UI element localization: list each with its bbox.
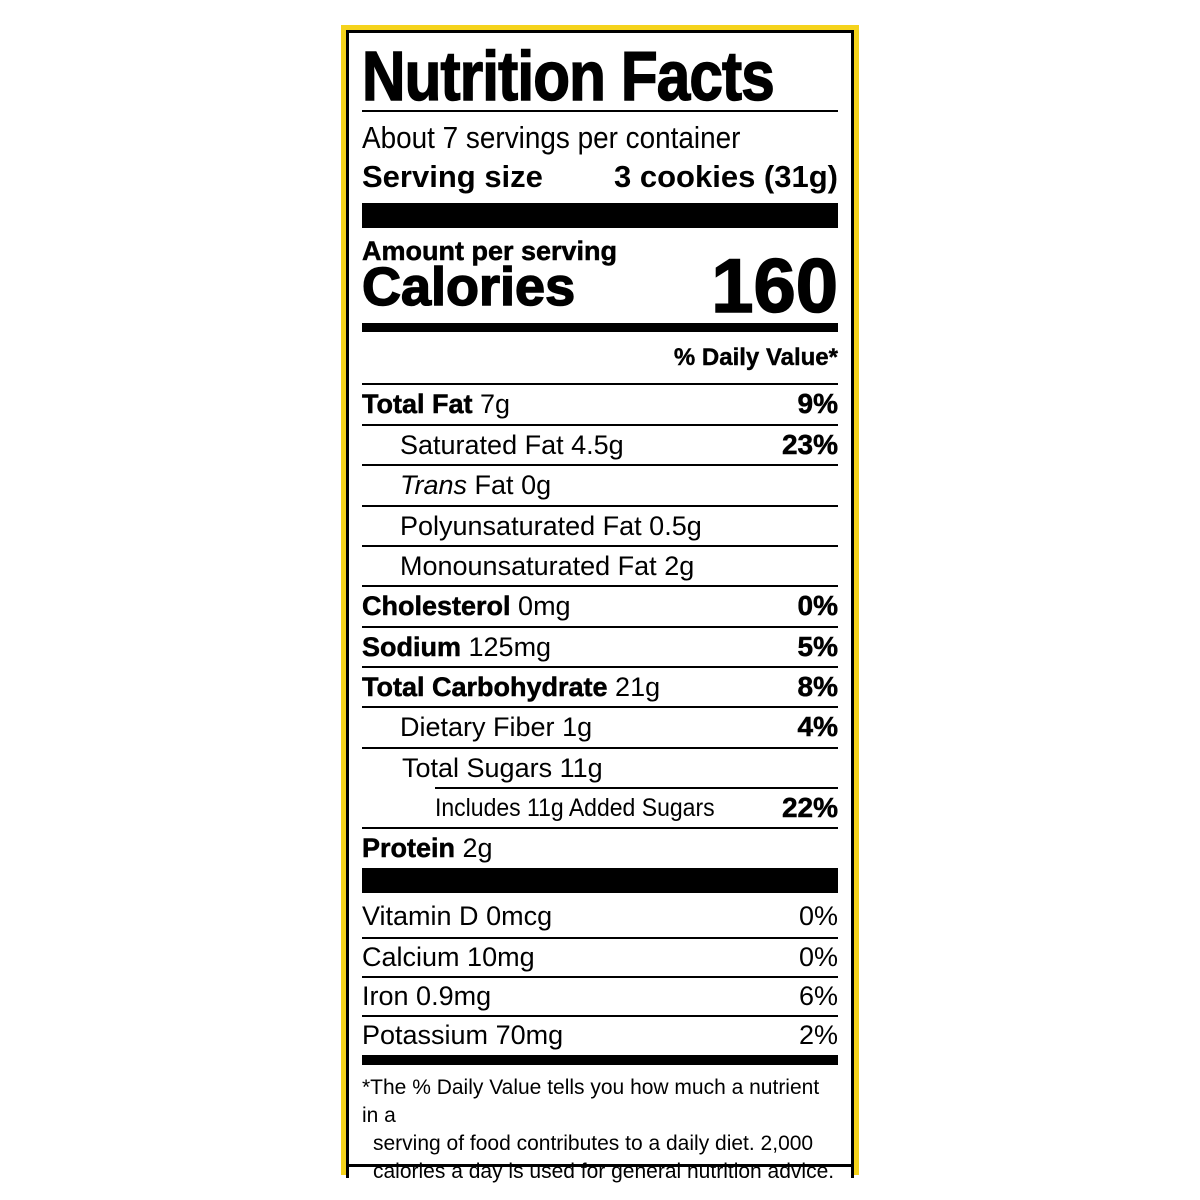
nutrient-name: Protein — [362, 832, 456, 863]
vitamin-name: Vitamin D — [362, 901, 479, 931]
nutrient-daily-value: 8% — [797, 671, 838, 703]
nutrient-amount: 7g — [480, 388, 511, 419]
nutrient-amount: 21g — [615, 671, 661, 702]
nutrient-label: Trans Fat 0g — [362, 470, 551, 501]
vitamin-amount: 10mg — [467, 942, 535, 972]
nutrient-row: Includes 11g Added Sugars 22% — [435, 787, 838, 827]
vitamin-daily-value: 0% — [798, 942, 838, 972]
calories-label: Calories — [361, 256, 576, 318]
nutrient-amount: 125mg — [468, 631, 552, 662]
footnote: *The % Daily Value tells you how much a … — [362, 1074, 838, 1186]
serving-size-row: Serving size 3 cookies (31g) — [362, 158, 838, 196]
nutrient-amount: 0mg — [518, 590, 571, 621]
vitamin-row: Potassium 70mg 2% — [362, 1015, 838, 1054]
nutrient-amount: 1g — [562, 711, 593, 742]
nutrient-row: Total Sugars 11g — [362, 747, 838, 787]
nutrient-name: Cholesterol — [362, 590, 511, 621]
nutrient-label: Sodium 125mg — [362, 631, 552, 663]
nutrient-label: Saturated Fat 4.5g — [362, 430, 624, 461]
vitamin-label: Potassium 70mg — [362, 1020, 563, 1051]
nutrient-label: Cholesterol 0mg — [362, 590, 571, 622]
nutrient-row: Saturated Fat 4.5g 23% — [362, 424, 838, 464]
nutrient-row: Total Fat 7g 9% — [362, 383, 838, 423]
nutrient-daily-value: 4% — [797, 711, 838, 743]
nutrient-label: Total Carbohydrate 21g — [362, 671, 661, 703]
calories-row: Calories 160 — [361, 244, 838, 329]
vitamin-label: Calcium 10mg — [362, 942, 535, 973]
amount-per-serving: Amount per serving — [362, 236, 618, 267]
footnote-line: calories a day is used for general nutri… — [373, 1160, 835, 1183]
nutrient-name: Sodium — [362, 631, 462, 662]
vitamin-name: Iron — [362, 981, 409, 1011]
nutrient-name: Trans — [400, 469, 468, 500]
nutrient-name: Includes 11g Added Sugars — [435, 793, 715, 822]
bottom-rule — [346, 1164, 854, 1167]
serving-size-label: Serving size — [362, 159, 543, 194]
nutrient-name: Dietary Fiber — [400, 711, 555, 742]
nutrient-label: Total Sugars 11g — [362, 753, 603, 784]
nutrient-label: Dietary Fiber 1g — [362, 712, 592, 743]
calories-value: 160 — [710, 244, 838, 329]
nutrient-label: Monounsaturated Fat 2g — [362, 551, 694, 582]
nutrient-name-suffix: Fat — [474, 469, 514, 500]
nutrient-name: Total Sugars — [402, 752, 553, 783]
nutrient-name: Total Carbohydrate — [362, 671, 608, 702]
nutrient-daily-value: 9% — [797, 388, 838, 420]
nutrient-amount: 0.5g — [649, 510, 702, 541]
nutrient-name: Saturated Fat — [400, 429, 564, 460]
vitamin-row: Vitamin D 0mcg 0% — [362, 897, 838, 936]
nutrient-row: Trans Fat 0g — [362, 464, 838, 504]
nutrient-label: Includes 11g Added Sugars — [435, 794, 715, 823]
vitamin-amount: 0mcg — [486, 901, 553, 931]
servings-per-container: About 7 servings per container — [362, 120, 741, 155]
nutrient-row: Sodium 125mg 5% — [362, 626, 838, 666]
nutrient-row: Protein 2g — [362, 827, 838, 867]
nutrient-row: Polyunsaturated Fat 0.5g — [362, 505, 838, 545]
label-title: Nutrition Facts — [361, 37, 775, 115]
vitamin-row: Iron 0.9mg 6% — [362, 976, 838, 1015]
nutrient-label: Protein 2g — [362, 832, 493, 864]
nutrient-daily-value: 0% — [797, 590, 838, 622]
vitamin-name: Calcium — [362, 942, 460, 972]
thick-bar-top — [362, 203, 838, 228]
nutrient-name: Total Fat — [362, 388, 473, 419]
vitamin-daily-value: 0% — [798, 901, 838, 931]
vitamin-label: Vitamin D 0mcg — [362, 901, 552, 932]
nutrient-name: Polyunsaturated Fat — [400, 510, 642, 541]
vitamin-label: Iron 0.9mg — [362, 981, 491, 1012]
vitamin-daily-value: 6% — [798, 981, 838, 1011]
nutrient-row: Cholesterol 0mg 0% — [362, 585, 838, 625]
nutrient-label: Polyunsaturated Fat 0.5g — [362, 511, 702, 542]
thick-bar-middle — [362, 868, 838, 893]
thick-bar-bottom — [362, 1055, 838, 1065]
nutrient-amount: 2g — [664, 550, 695, 581]
title-rule — [362, 110, 838, 112]
nutrient-name: Monounsaturated Fat — [400, 550, 657, 581]
vitamin-amount: 0.9mg — [416, 981, 492, 1011]
calories-bar — [362, 323, 838, 332]
vitamin-daily-value: 2% — [798, 1020, 838, 1050]
vitamin-row: Calcium 10mg 0% — [362, 937, 838, 976]
nutrient-label: Total Fat 7g — [362, 388, 511, 420]
nutrient-row: Total Carbohydrate 21g 8% — [362, 666, 838, 706]
footnote-line: serving of food contributes to a daily d… — [373, 1132, 814, 1155]
nutrient-daily-value: 5% — [797, 631, 838, 663]
nutrient-amount: 4.5g — [571, 429, 624, 460]
vitamin-name: Potassium — [362, 1020, 489, 1050]
nutrient-amount: 11g — [559, 752, 603, 783]
footnote-line: *The % Daily Value tells you how much a … — [362, 1076, 820, 1127]
nutrient-daily-value: 22% — [781, 792, 839, 824]
daily-value-header: % Daily Value* — [673, 344, 838, 371]
nutrient-daily-value: 23% — [781, 429, 839, 461]
vitamin-amount: 70mg — [495, 1020, 564, 1050]
nutrient-amount: 2g — [462, 832, 493, 863]
serving-size-value: 3 cookies (31g) — [614, 159, 838, 194]
nutrient-amount: 0g — [521, 469, 552, 500]
nutrient-row: Dietary Fiber 1g 4% — [362, 706, 838, 746]
nutrient-row: Monounsaturated Fat 2g — [362, 545, 838, 585]
